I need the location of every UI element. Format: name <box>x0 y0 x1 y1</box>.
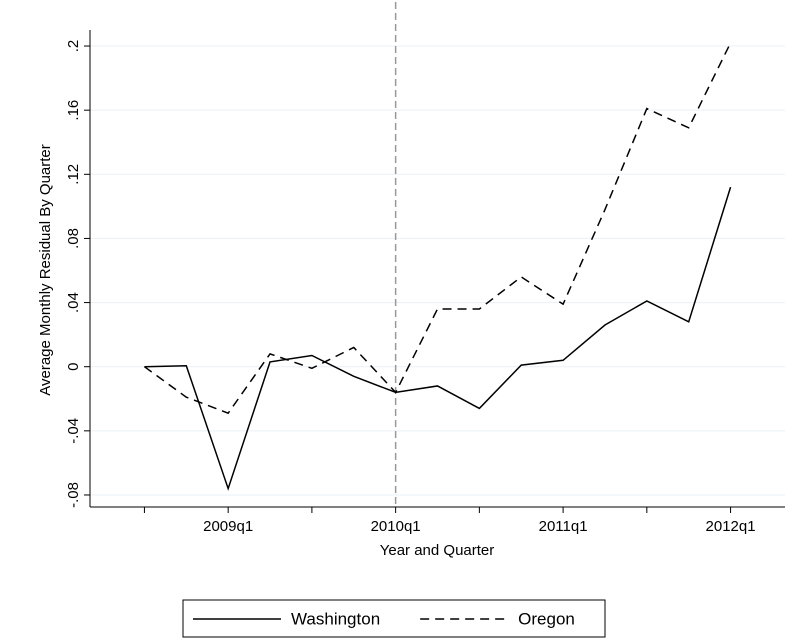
legend-label: Washington <box>291 609 380 628</box>
y-tick-label: 0 <box>65 363 82 371</box>
y-tick-label: .2 <box>65 40 82 53</box>
y-tick-label: .08 <box>65 228 82 249</box>
series-line <box>144 186 732 491</box>
x-axis-title: Year and Quarter <box>380 542 495 559</box>
x-tick-label: 2010q1 <box>371 518 421 535</box>
y-tick-label: .04 <box>65 292 82 313</box>
y-tick-label: .16 <box>65 100 82 121</box>
x-tick-label: 2011q1 <box>539 518 588 535</box>
legend-label: Oregon <box>518 609 575 628</box>
series-line <box>143 42 732 415</box>
y-tick-label: -.08 <box>65 482 82 508</box>
y-tick-label: -.04 <box>65 418 82 444</box>
y-tick-label: .12 <box>65 164 82 185</box>
x-tick-label: 2012q1 <box>706 518 756 535</box>
y-axis-title: Average Monthly Residual By Quarter <box>37 144 54 396</box>
x-tick-label: 2009q1 <box>203 518 253 535</box>
